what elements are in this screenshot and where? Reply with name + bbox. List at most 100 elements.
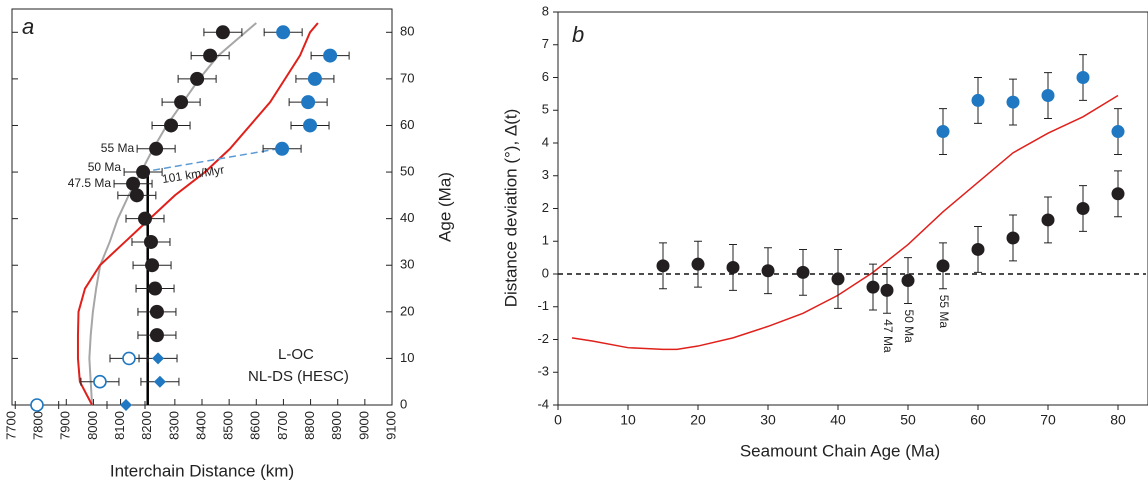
x-tick-label: 80: [1110, 412, 1126, 428]
y-tick-label: 80: [400, 24, 414, 39]
marker: [276, 25, 291, 40]
marker: [275, 141, 290, 156]
x-tick-label: 8400: [193, 411, 208, 440]
y-tick-label: 0: [400, 396, 407, 411]
y-tick-label: -4: [537, 396, 549, 411]
point-label: 55 Ma: [937, 295, 951, 329]
x-tick-label: 8600: [248, 411, 263, 440]
marker: [153, 375, 166, 388]
marker: [301, 95, 316, 110]
marker: [174, 95, 189, 110]
marker: [143, 234, 158, 249]
curve: [88, 22, 257, 406]
marker: [323, 48, 338, 63]
marker: [129, 188, 144, 203]
x-tick-label: 8700: [275, 411, 290, 440]
trend-label: 101 km/Myr: [161, 163, 225, 187]
trend-line: [142, 148, 279, 173]
y-tick-label: 2: [542, 200, 549, 215]
marker: [145, 258, 160, 273]
point-label: 47.5 Ma: [68, 176, 112, 190]
marker: [164, 118, 179, 133]
panel-a-frame: [11, 8, 393, 406]
y-tick-label: -2: [537, 331, 549, 346]
panel-b-frame: [557, 11, 1148, 406]
y-tick-label: -1: [537, 298, 549, 313]
x-tick-label: 10: [620, 412, 636, 428]
marker: [1006, 95, 1020, 109]
marker: [136, 165, 151, 180]
legend-entry: NL-DS (HESC): [248, 368, 349, 385]
point-label: 55 Ma: [101, 141, 135, 155]
marker: [148, 281, 163, 296]
panel-label: b: [572, 22, 584, 47]
marker: [120, 399, 132, 411]
marker: [691, 257, 705, 271]
y-axis-label: Age (Ma): [435, 172, 454, 242]
legend-entry: L-OC: [278, 346, 314, 363]
x-axis-label: Seamount Chain Age (Ma): [740, 441, 940, 460]
marker: [796, 265, 810, 279]
marker: [1041, 213, 1055, 227]
marker: [761, 264, 775, 278]
marker: [149, 141, 164, 156]
y-tick-label: 40: [400, 210, 414, 225]
marker: [1111, 187, 1125, 201]
point-label: 47 Ma: [881, 319, 895, 353]
marker: [149, 304, 164, 319]
y-tick-label: 70: [400, 70, 414, 85]
marker: [971, 242, 985, 256]
y-tick-label: 4: [542, 134, 549, 149]
x-tick-label: 8000: [85, 411, 100, 440]
y-axis-label: Distance deviation (°), Δ(t): [501, 109, 520, 308]
marker: [971, 93, 985, 107]
x-tick-label: 9000: [356, 411, 371, 440]
x-tick-label: 60: [970, 412, 986, 428]
x-tick-label: 7900: [58, 411, 73, 440]
y-tick-label: 50: [400, 163, 414, 178]
marker: [1076, 202, 1090, 215]
x-tick-label: 7700: [3, 411, 18, 440]
marker: [656, 259, 670, 273]
x-tick-label: 8100: [112, 411, 127, 440]
x-tick-label: 8200: [139, 411, 154, 440]
y-tick-label: 8: [542, 3, 549, 18]
marker: [215, 25, 230, 40]
x-tick-label: 8500: [221, 411, 236, 440]
curve: [571, 94, 1119, 351]
point-label: 50 Ma: [902, 309, 916, 343]
marker: [866, 280, 880, 294]
y-tick-label: -3: [537, 364, 549, 379]
marker: [726, 260, 740, 274]
marker: [149, 328, 164, 343]
marker: [203, 48, 218, 63]
x-tick-label: 20: [690, 412, 706, 428]
x-tick-label: 8800: [302, 411, 317, 440]
curve: [76, 22, 319, 406]
marker: [138, 211, 152, 226]
marker: [831, 272, 845, 286]
x-tick-label: 8300: [166, 411, 181, 440]
y-tick-label: 3: [542, 167, 549, 182]
x-tick-label: 30: [760, 412, 776, 428]
marker: [122, 351, 136, 366]
y-tick-label: 1: [542, 233, 549, 248]
y-tick-label: 0: [542, 265, 549, 280]
marker: [30, 398, 44, 412]
y-tick-label: 6: [542, 69, 549, 84]
marker: [880, 283, 894, 297]
marker: [936, 259, 950, 273]
marker: [1006, 231, 1020, 245]
y-tick-label: 60: [400, 117, 414, 132]
marker: [307, 71, 322, 86]
x-tick-label: 7800: [31, 411, 46, 440]
y-tick-label: 10: [400, 350, 414, 365]
x-tick-label: 50: [900, 412, 916, 428]
marker: [152, 352, 165, 365]
x-tick-label: 9100: [383, 411, 398, 440]
point-label: 50 Ma: [88, 160, 122, 174]
marker: [303, 118, 318, 133]
x-tick-label: 0: [554, 412, 562, 428]
x-tick-label: 70: [1040, 412, 1056, 428]
